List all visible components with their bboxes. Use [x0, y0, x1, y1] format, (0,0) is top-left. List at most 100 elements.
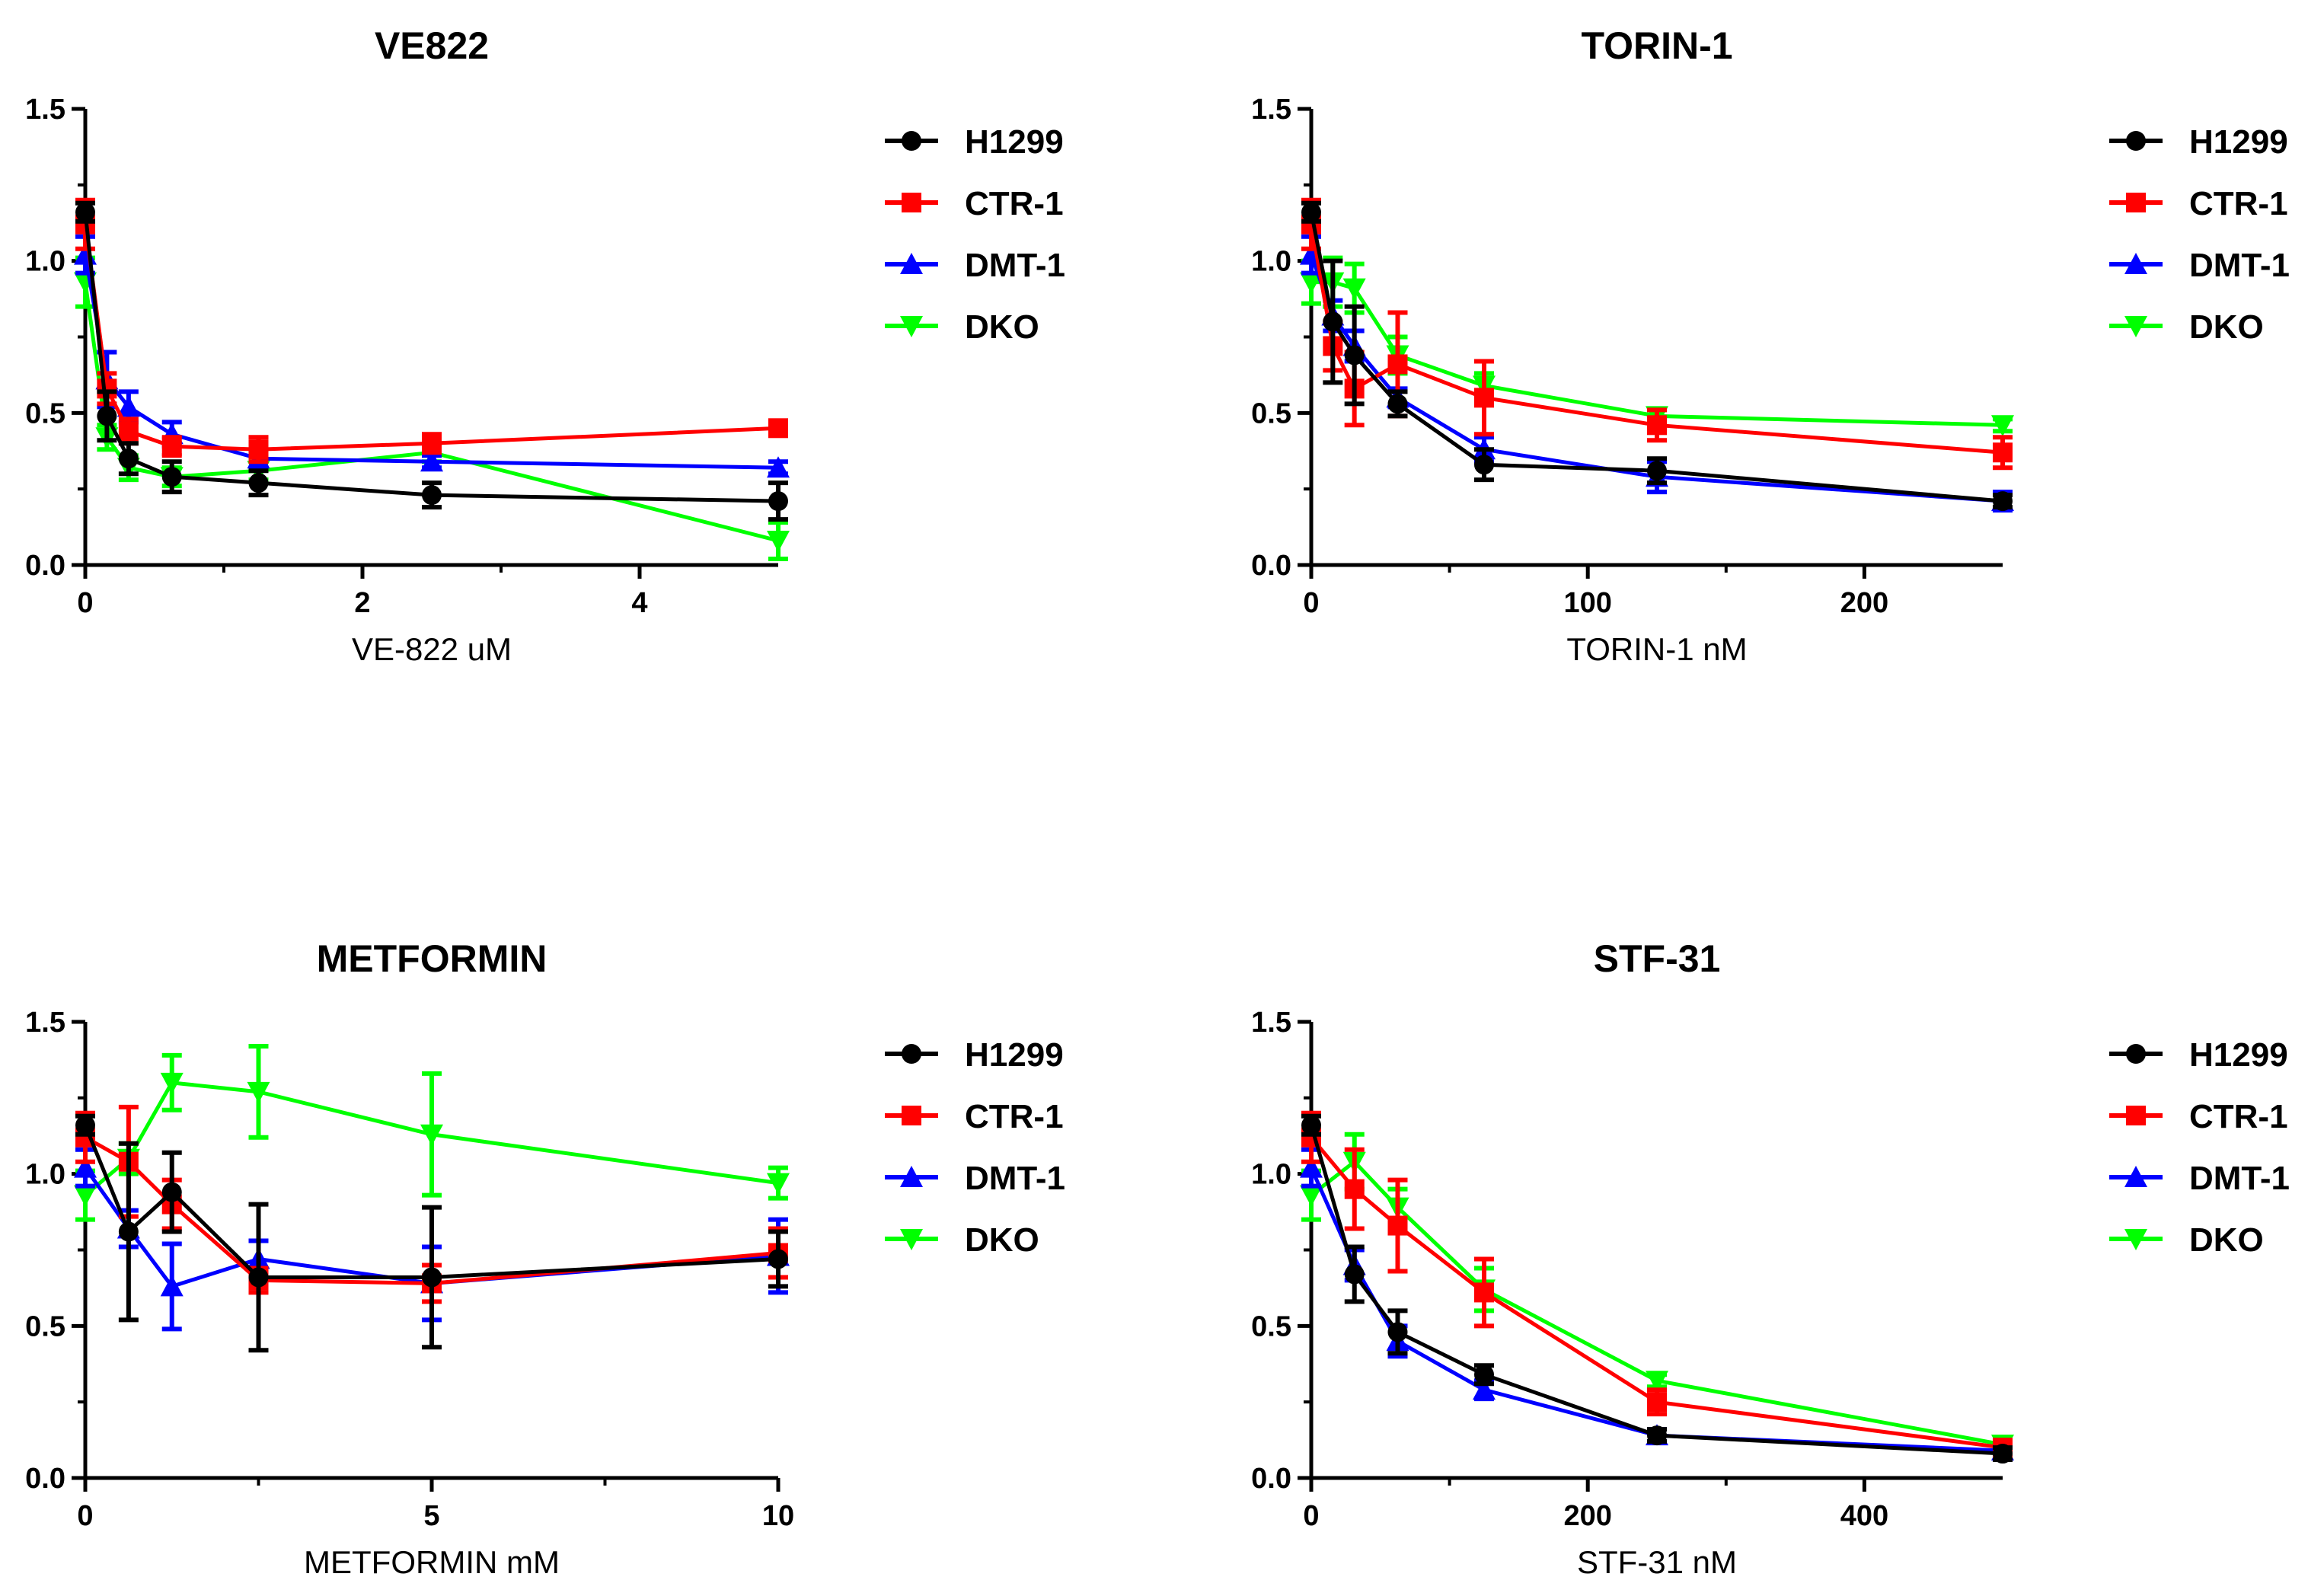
- legend-label: DMT-1: [965, 1160, 1065, 1197]
- data-point: [767, 1173, 790, 1195]
- x-tick-label: 0: [77, 587, 93, 619]
- y-tick-label: 0.0: [1251, 550, 1291, 582]
- data-point: [1387, 1215, 1408, 1236]
- y-tick-label: 0.5: [1251, 1310, 1291, 1342]
- data-point: [75, 202, 95, 222]
- data-point: [767, 531, 790, 553]
- x-tick-label: 2: [354, 587, 370, 619]
- legend-marker: [900, 316, 923, 337]
- data-point: [248, 1267, 269, 1288]
- data-point: [1300, 1185, 1323, 1207]
- legend-marker: [902, 193, 921, 212]
- data-point: [118, 421, 139, 442]
- y-tick-label: 1.0: [1251, 1159, 1291, 1191]
- data-point: [1993, 442, 2013, 463]
- legend-marker: [2124, 316, 2147, 337]
- legend-marker: [902, 131, 921, 151]
- data-point: [161, 1182, 182, 1202]
- legend-label: H1299: [2189, 1036, 2288, 1074]
- data-point: [74, 1156, 97, 1178]
- data-point: [248, 473, 269, 493]
- legend: H1299 CTR-1 DMT-1 DKO: [2109, 1036, 2290, 1259]
- data-point: [1993, 1444, 2013, 1464]
- data-point: [160, 1275, 184, 1297]
- data-point: [422, 1267, 442, 1288]
- chart-title: METFORMIN: [317, 937, 547, 980]
- legend-label: DMT-1: [2189, 247, 2290, 284]
- series-line: [83, 1124, 779, 1279]
- data-point: [118, 448, 139, 469]
- y-tick-label: 1.0: [25, 1159, 65, 1191]
- x-tick-label: 0: [1303, 1500, 1319, 1532]
- y-tick-label: 1.5: [25, 1007, 65, 1039]
- y-tick-label: 1.5: [1251, 1007, 1291, 1039]
- legend-marker: [900, 253, 923, 274]
- legend-label: CTR-1: [2189, 1098, 2288, 1135]
- legend-marker: [2126, 1044, 2146, 1064]
- series-h1299: [1301, 1113, 2013, 1464]
- x-tick-label: 200: [1840, 587, 1888, 619]
- data-point: [1474, 388, 1494, 408]
- data-point: [1344, 1264, 1365, 1285]
- legend-label: DKO: [965, 1221, 1039, 1259]
- data-point: [161, 436, 182, 457]
- legend-label: DKO: [2189, 1221, 2264, 1259]
- chart-panel-0: VE822 0.0 0.5 1.0 1.5 0 2 4 VE-822 uM H1299 CTR-1 D…: [25, 24, 1065, 667]
- chart-title: VE822: [375, 24, 489, 67]
- data-point: [1474, 455, 1494, 475]
- series-line: [83, 224, 779, 452]
- series-dko: [74, 255, 790, 562]
- legend: H1299 CTR-1 DMT-1 DKO: [2109, 123, 2290, 346]
- data-point: [74, 1185, 97, 1207]
- data-point: [160, 1072, 184, 1094]
- x-tick-label: 10: [762, 1500, 794, 1532]
- legend: H1299 CTR-1 DMT-1 DKO: [885, 123, 1065, 346]
- data-point: [1301, 1115, 1321, 1135]
- series-h1299: [75, 1113, 788, 1353]
- data-point: [75, 1115, 95, 1135]
- data-point: [768, 418, 788, 439]
- x-tick-label: 0: [1303, 587, 1319, 619]
- series-ctr-1: [1301, 197, 2013, 471]
- y-tick-label: 0.0: [25, 550, 65, 582]
- legend-label: DKO: [965, 308, 1039, 346]
- legend-label: H1299: [965, 1036, 1064, 1074]
- legend-marker: [2126, 131, 2146, 151]
- legend-label: CTR-1: [2189, 185, 2288, 222]
- y-tick-label: 1.5: [25, 94, 65, 126]
- data-point: [1474, 1365, 1494, 1385]
- y-tick-label: 0.5: [1251, 397, 1291, 429]
- legend-marker: [2126, 193, 2146, 212]
- x-tick-label: 200: [1563, 1500, 1611, 1532]
- series-line: [1309, 1125, 2003, 1456]
- legend-marker: [2124, 1166, 2147, 1187]
- chart-panel-1: TORIN-1 0.0 0.5 1.0 1.5 0 100 200 TORIN-1 nM H129…: [1251, 24, 2290, 667]
- x-tick-label: 0: [77, 1500, 93, 1532]
- chart-title: STF-31: [1594, 937, 1721, 980]
- data-point: [422, 485, 442, 506]
- data-point: [1387, 354, 1408, 375]
- data-point: [1993, 491, 2013, 512]
- data-point: [1344, 345, 1365, 365]
- data-point: [420, 1124, 443, 1146]
- x-tick-label: 4: [631, 587, 647, 619]
- series-line: [1311, 280, 2003, 427]
- data-point: [767, 456, 790, 478]
- x-axis-label: TORIN-1 nM: [1566, 631, 1747, 667]
- x-tick-label: 5: [423, 1500, 439, 1532]
- data-point: [97, 406, 117, 426]
- data-point: [247, 1081, 270, 1103]
- data-point: [1647, 461, 1667, 481]
- data-point: [1647, 1425, 1667, 1446]
- data-point: [768, 1249, 788, 1269]
- x-tick-label: 400: [1840, 1500, 1888, 1532]
- data-point: [1647, 1392, 1667, 1412]
- data-point: [248, 439, 269, 460]
- legend-label: CTR-1: [965, 185, 1064, 222]
- legend-label: DMT-1: [965, 247, 1065, 284]
- data-point: [1646, 1371, 1668, 1393]
- x-tick-label: 100: [1563, 587, 1611, 619]
- series-line: [1310, 1159, 2003, 1447]
